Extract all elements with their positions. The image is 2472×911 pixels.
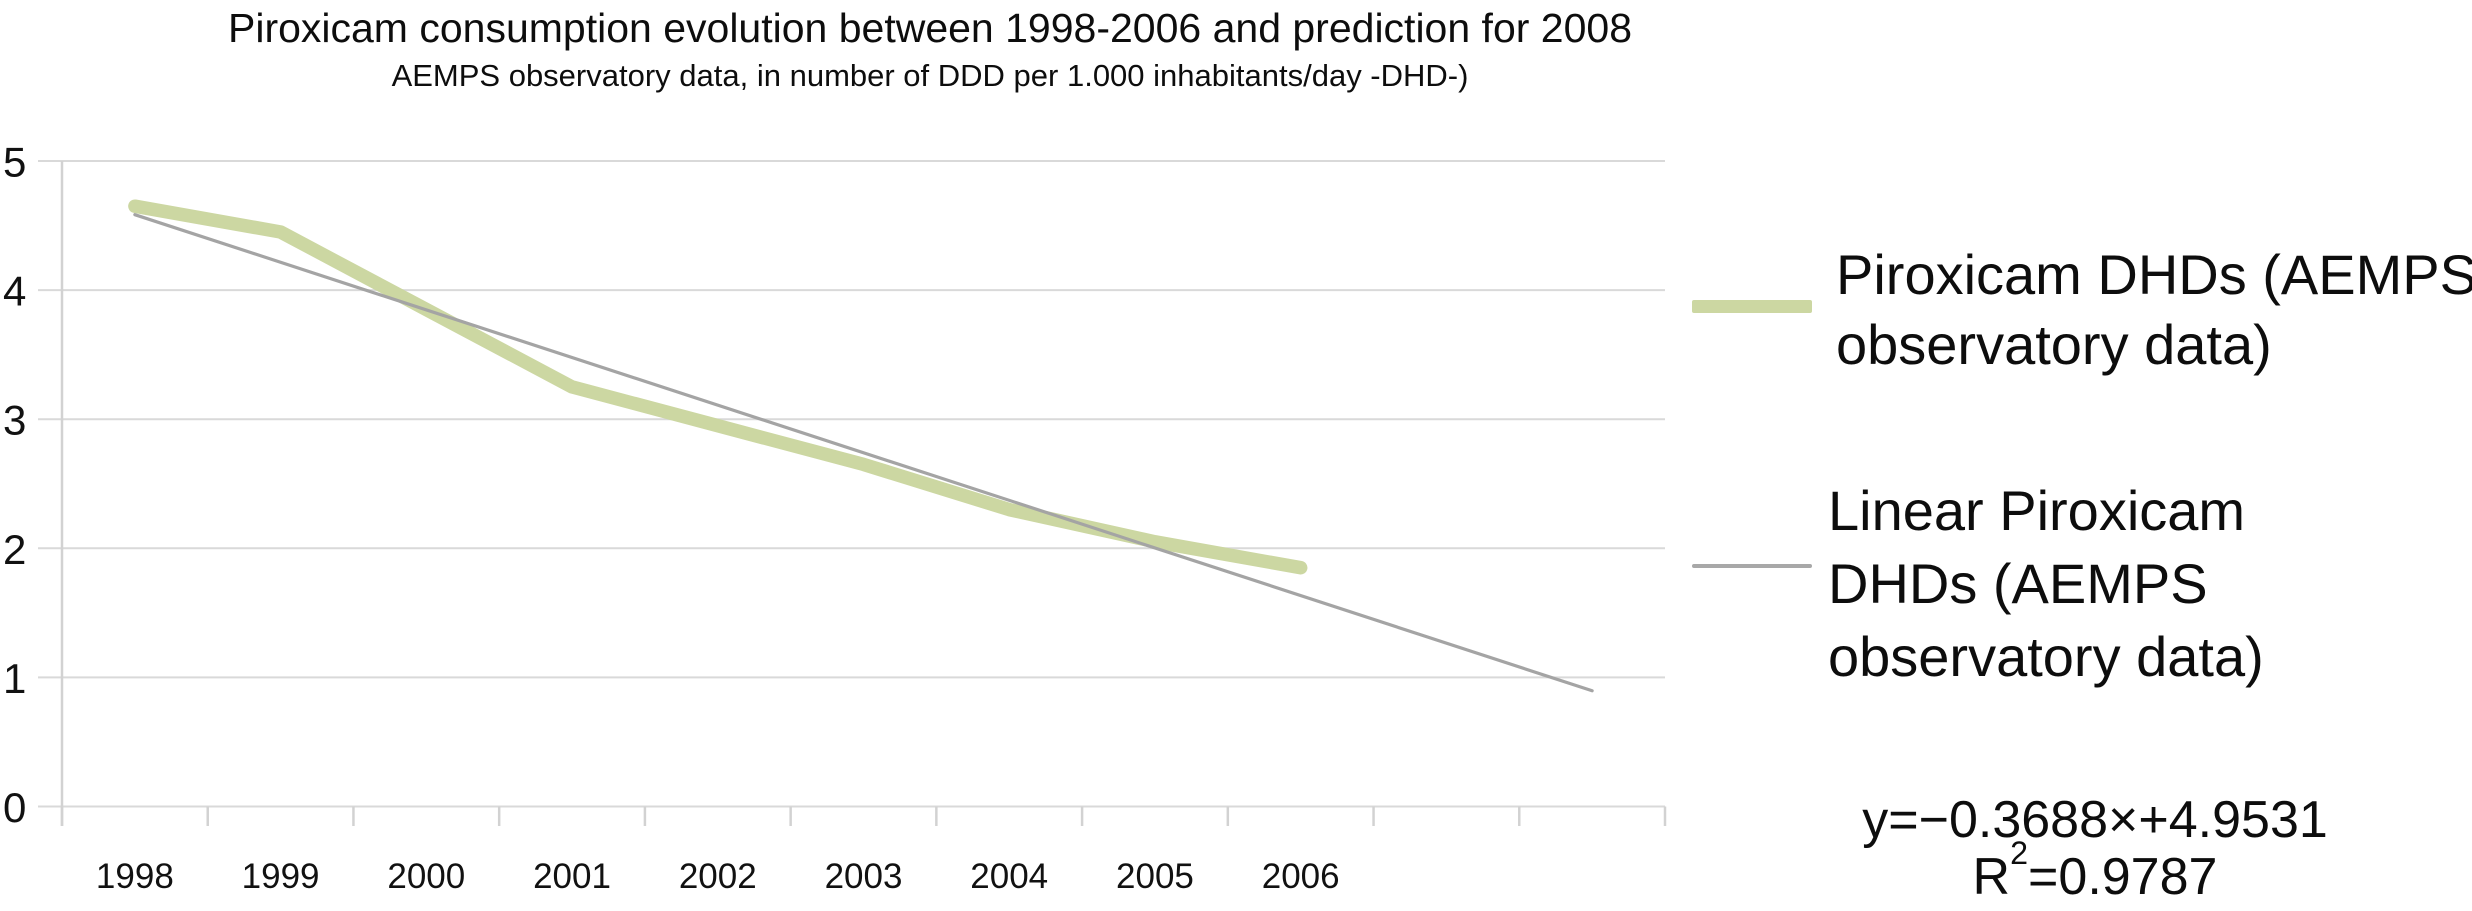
series-line-piroxicam bbox=[128, 199, 1308, 575]
trendline-equation: y=−0.3688×+4.9531 R2=0.9787 bbox=[1840, 792, 2350, 906]
legend-label-line: DHDs (AEMPS bbox=[1828, 552, 2208, 615]
equation-r-squared: R2=0.9787 bbox=[1972, 835, 2218, 906]
svg-text:2000: 2000 bbox=[387, 857, 465, 896]
series-swatch-trendline-icon bbox=[1692, 564, 1812, 568]
trendline-piroxicam bbox=[133, 213, 1594, 693]
svg-text:2001: 2001 bbox=[533, 857, 611, 896]
legend-label-piroxicam: Piroxicam DHDs (AEMPS observatory data) bbox=[1836, 240, 2472, 380]
svg-text:2004: 2004 bbox=[970, 857, 1048, 896]
equation-formula: y=−0.3688×+4.9531 bbox=[1862, 791, 2328, 849]
svg-text:1: 1 bbox=[3, 655, 26, 702]
svg-text:3: 3 bbox=[3, 397, 26, 444]
legend-label-line: observatory data) bbox=[1828, 625, 2264, 688]
svg-text:4: 4 bbox=[3, 268, 26, 315]
legend-label-line: Linear Piroxicam bbox=[1828, 479, 2246, 542]
legend-label-line: Piroxicam DHDs (AEMPS bbox=[1836, 243, 2472, 306]
svg-text:0: 0 bbox=[3, 784, 26, 831]
svg-text:1998: 1998 bbox=[96, 857, 174, 896]
axis-lines bbox=[60, 161, 1667, 826]
svg-text:2003: 2003 bbox=[825, 857, 903, 896]
x-axis-labels: 1998 1999 2000 2001 2002 2003 2004 2005 2006 bbox=[96, 857, 1340, 896]
svg-text:2005: 2005 bbox=[1116, 857, 1194, 896]
series-swatch-piroxicam-icon bbox=[1692, 300, 1812, 313]
svg-text:1999: 1999 bbox=[242, 857, 320, 896]
svg-text:5: 5 bbox=[3, 139, 26, 186]
legend-label-trendline: Linear Piroxicam DHDs (AEMPS observatory d… bbox=[1828, 474, 2264, 693]
legend-label-line: observatory data) bbox=[1836, 313, 2272, 376]
y-axis-labels: 0 1 2 3 4 5 bbox=[3, 139, 26, 832]
svg-text:2002: 2002 bbox=[679, 857, 757, 896]
svg-text:2006: 2006 bbox=[1262, 857, 1340, 896]
y-gridlines bbox=[38, 160, 1665, 808]
chart-title: Piroxicam consumption evolution between … bbox=[227, 5, 1632, 51]
chart-subtitle: AEMPS observatory data, in number of DDD… bbox=[391, 58, 1469, 93]
svg-text:2: 2 bbox=[3, 526, 26, 573]
